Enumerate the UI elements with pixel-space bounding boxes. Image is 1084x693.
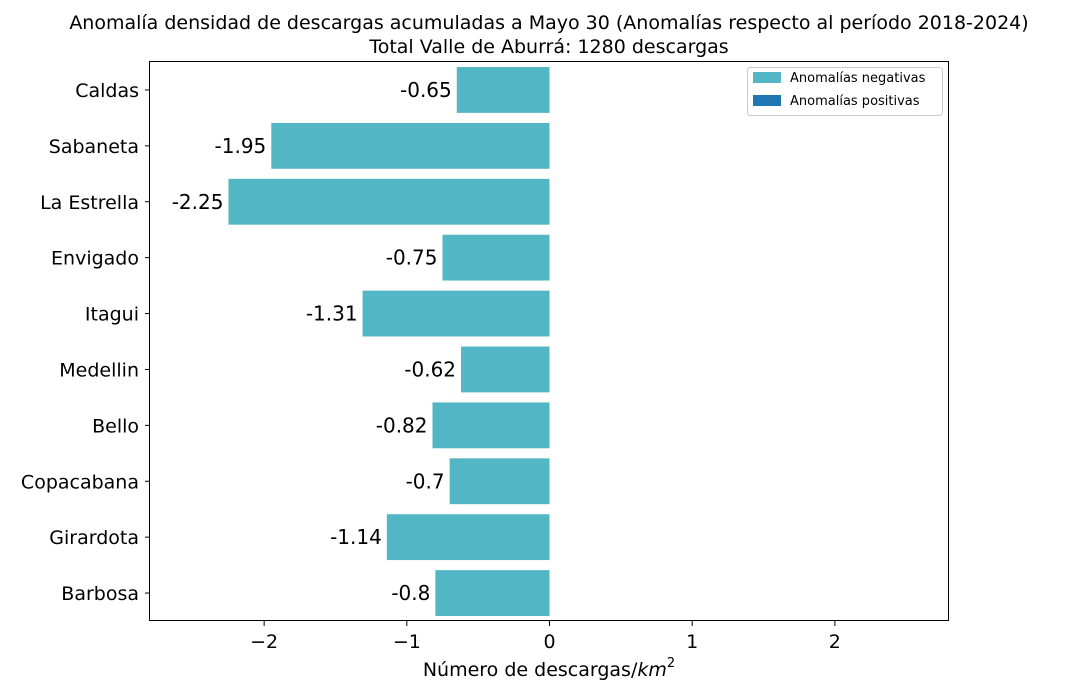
x-axis-label-text: Número de descargas/: [423, 659, 638, 681]
data-label: -1.95: [215, 134, 267, 158]
data-label: -1.14: [330, 525, 382, 549]
y-axis-ticks: Caldas Sabaneta La Estrella Envigado Itagui M…: [21, 80, 150, 605]
y-tick-label: Bello: [92, 415, 139, 437]
legend-label-negative: Anomalías negativas: [790, 71, 926, 86]
bar: [362, 290, 550, 337]
x-tick-label: 0: [543, 631, 555, 653]
x-tick-label: −2: [250, 631, 278, 653]
bar: [386, 514, 550, 561]
bar: [435, 570, 550, 616]
bar: [228, 178, 550, 225]
plot-frame: [149, 61, 949, 621]
legend: Anomalías negativas Anomalías positivas: [747, 67, 943, 116]
y-tick-label: Copacabana: [21, 471, 139, 493]
y-tick-label: Caldas: [75, 80, 139, 102]
legend-box: [747, 67, 943, 116]
y-tick-label: Medellin: [59, 359, 139, 381]
data-label: -0.8: [391, 581, 430, 605]
chart-title: Anomalía densidad de descargas acumulada…: [69, 12, 1028, 34]
x-axis-ticks: −2 −1 0 1 2: [250, 621, 841, 653]
bars-layer: [228, 67, 550, 616]
bar: [456, 67, 550, 113]
chart-subtitle: Total Valle de Aburrá: 1280 descargas: [368, 36, 728, 58]
data-label: -0.62: [404, 357, 456, 381]
bar: [449, 458, 550, 505]
x-tick-label: 2: [829, 631, 841, 653]
data-label: -0.7: [406, 469, 445, 493]
data-label: -0.75: [386, 246, 438, 270]
bar: [271, 122, 550, 169]
x-axis-label-math: km: [637, 659, 667, 681]
legend-label-positive: Anomalías positivas: [790, 94, 920, 109]
bar: [442, 234, 550, 281]
data-label: -2.25: [172, 190, 224, 214]
bar: [432, 402, 550, 449]
y-tick-label: Sabaneta: [49, 136, 139, 158]
y-tick-label: Barbosa: [61, 583, 139, 605]
y-tick-label: Itagui: [85, 304, 139, 326]
y-tick-label: La Estrella: [40, 192, 139, 214]
x-tick-label: 1: [686, 631, 698, 653]
data-label: -1.31: [306, 302, 358, 326]
legend-swatch-negative: [753, 72, 781, 83]
data-label: -0.65: [400, 78, 452, 102]
x-axis-label: Número de descargas/km2: [423, 656, 675, 681]
x-tick-label: −1: [393, 631, 421, 653]
y-tick-label: Girardota: [49, 527, 139, 549]
data-labels-layer: -0.65 -1.95 -2.25 -0.75 -1.31 -0.62 -0.82 -0.7 -…: [172, 78, 456, 605]
legend-swatch-positive: [753, 95, 781, 106]
bar: [461, 346, 550, 393]
x-axis-label-sup: 2: [667, 656, 675, 671]
y-tick-label: Envigado: [51, 248, 139, 270]
data-label: -0.82: [376, 413, 428, 437]
